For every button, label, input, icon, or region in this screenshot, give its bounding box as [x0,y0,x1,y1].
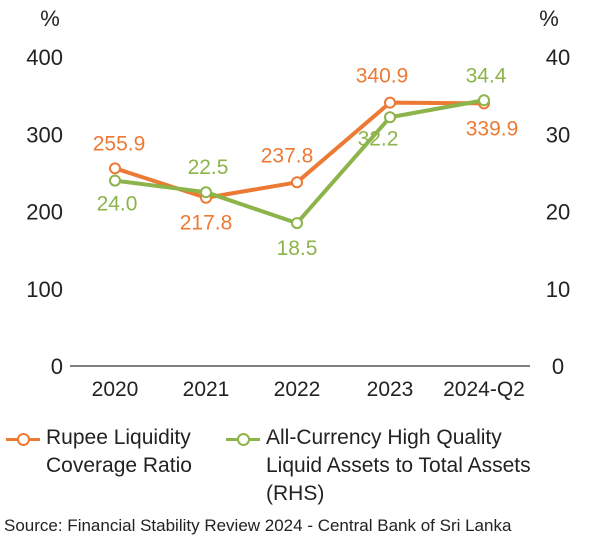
right-axis-unit: % [539,6,559,31]
data-label-rupee-lcr: 237.8 [261,144,314,167]
data-label-rupee-lcr: 255.9 [93,132,146,155]
x-tick-label: 2024-Q2 [443,378,525,401]
left-axis-unit: % [40,6,60,31]
legend-label-hqla: All-Currency High Quality Liquid Assets … [266,426,531,505]
data-label-rupee-lcr: 217.8 [180,212,233,235]
legend-swatch-rupee-lcr [6,430,40,450]
legend-label-rupee-lcr: Rupee Liquidity Coverage Ratio [46,426,192,477]
legend-item-rupee-lcr: Rupee Liquidity Coverage Ratio [6,424,192,480]
data-point-hqla [109,174,121,187]
data-point-rupee-lcr [384,96,396,109]
legend-item-hqla: All-Currency High Quality Liquid Assets … [226,424,531,508]
data-label-rupee-lcr: 340.9 [356,65,409,88]
right-tick-label: 30 [546,122,570,147]
legend-swatch-hqla [226,430,260,450]
data-point-hqla [291,217,303,230]
right-tick-label: 10 [546,277,570,302]
x-tick-label: 2020 [92,378,139,401]
right-tick-label: 40 [546,45,570,70]
series-lines [109,94,490,230]
data-point-hqla [478,94,490,107]
data-point-hqla [384,111,396,124]
left-tick-label: 300 [26,122,63,147]
data-point-hqla [200,186,212,199]
x-tick-label: 2022 [274,378,321,401]
data-label-hqla: 32.2 [358,127,399,150]
axes: % % 0 100 200 300 400 0 10 20 30 40 2020 2021 2022 2023… [26,6,570,401]
data-labels: 255.9 217.8 237.8 340.9 339.9 24.0 22.5 18.5 32.… [93,64,519,260]
source-note: Source: Financial Stability Review 2024 … [4,516,512,535]
line-chart: % % 0 100 200 300 400 0 10 20 30 40 2020 2021 2022 2023… [26,6,570,401]
right-tick-label: 0 [552,354,564,379]
data-label-hqla: 34.4 [466,64,507,87]
data-point-rupee-lcr [291,176,303,189]
x-tick-label: 2023 [367,378,414,401]
data-label-hqla: 22.5 [188,156,229,179]
data-point-rupee-lcr [109,162,121,175]
left-tick-label: 0 [51,354,63,379]
x-tick-label: 2021 [183,378,230,401]
left-tick-label: 200 [26,200,63,225]
data-label-hqla: 18.5 [277,237,318,260]
right-tick-label: 20 [546,200,570,225]
left-tick-label: 100 [26,277,63,302]
legend: Rupee Liquidity Coverage Ratio All-Curre… [0,424,600,514]
data-label-hqla: 24.0 [97,193,138,216]
data-label-rupee-lcr: 339.9 [466,117,519,140]
left-tick-label: 400 [26,45,63,70]
